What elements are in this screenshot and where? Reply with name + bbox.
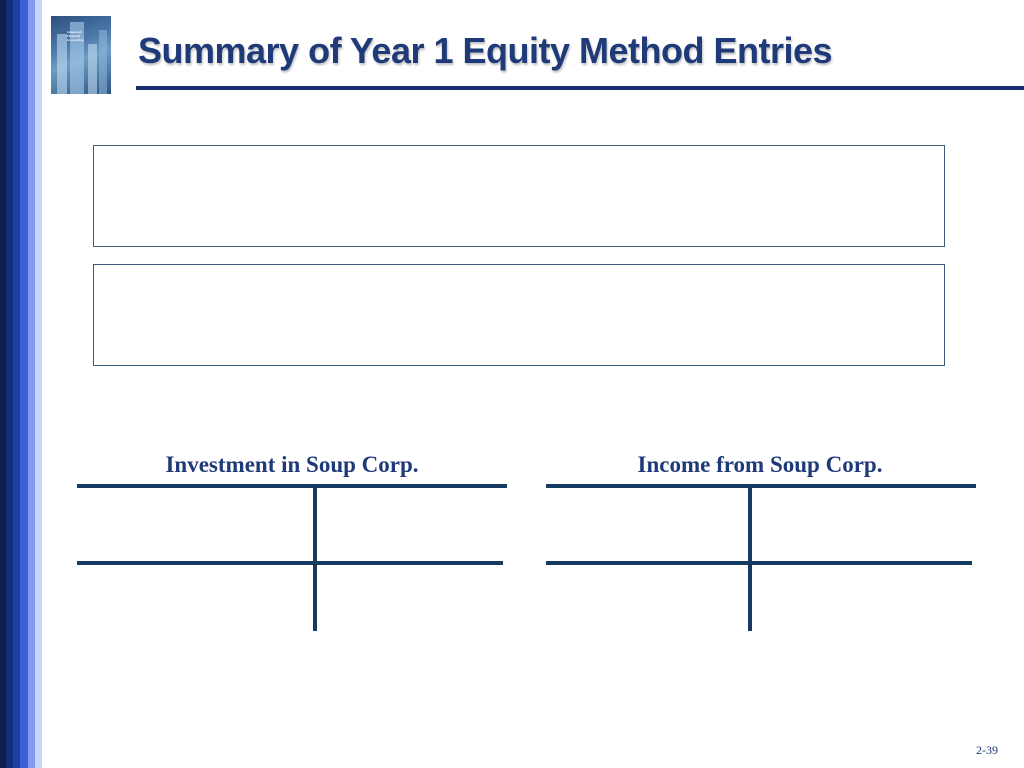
- page-number: 2-39: [976, 743, 998, 757]
- cover-title-text: Advanced Financial Accounting: [67, 30, 84, 42]
- t-account-investment-balance-line: [77, 561, 503, 565]
- t-account-income-top-line: [546, 484, 976, 488]
- t-account-investment-center-line: [313, 487, 317, 631]
- journal-entry-box-2: [93, 264, 945, 366]
- title-underline: [136, 86, 1024, 90]
- t-account-income-title: Income from Soup Corp.: [637, 452, 883, 477]
- t-account-income-center-line: [748, 487, 752, 631]
- t-account-investment-title: Investment in Soup Corp.: [165, 452, 419, 477]
- slide-title: Summary of Year 1 Equity Method Entries: [138, 30, 833, 71]
- textbook-cover-icon: Advanced Financial Accounting: [51, 16, 111, 94]
- journal-entry-box-1: [93, 145, 945, 247]
- left-decorative-stripes: [0, 0, 42, 768]
- t-account-investment-top-line: [77, 484, 507, 488]
- t-account-income-balance-line: [546, 561, 972, 565]
